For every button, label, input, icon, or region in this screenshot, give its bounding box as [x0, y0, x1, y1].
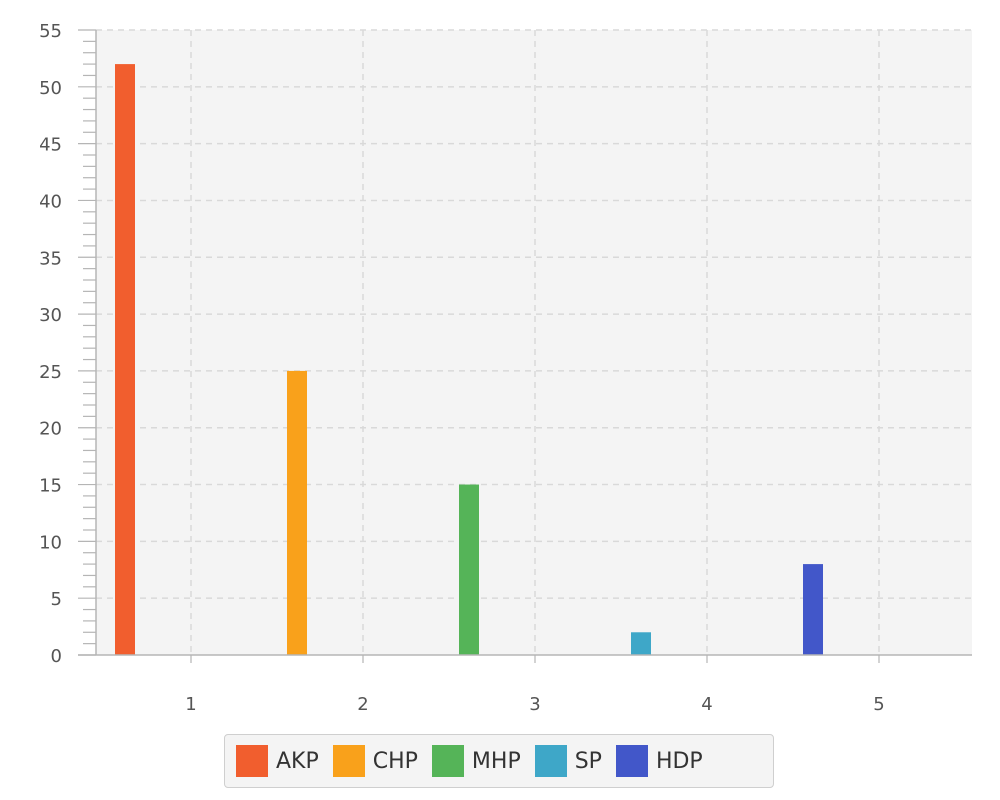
legend-item-sp[interactable]: SP [534, 745, 602, 777]
x-tick-label: 4 [701, 694, 712, 715]
y-tick-label: 30 [39, 305, 62, 326]
y-tick-label: 20 [39, 419, 62, 440]
bars [115, 64, 823, 655]
axes [78, 29, 972, 663]
x-tick-label: 5 [873, 694, 884, 715]
legend-label: SP [574, 748, 602, 774]
grid-lines [96, 29, 972, 655]
bar-hdp [803, 564, 823, 655]
y-tick-label: 0 [51, 646, 62, 667]
legend-label: HDP [655, 748, 703, 774]
y-tick-label: 10 [39, 532, 62, 553]
legend-item-chp[interactable]: CHP [332, 745, 418, 777]
y-tick-label: 5 [51, 589, 62, 610]
x-tick-label: 3 [529, 694, 540, 715]
y-tick-label: 40 [39, 191, 62, 212]
legend-swatch [431, 745, 464, 777]
plot-background [96, 30, 972, 655]
bar-mhp [459, 484, 479, 655]
legend-swatch [615, 745, 648, 777]
legend-label: MHP [471, 748, 521, 774]
legend-label: AKP [276, 748, 319, 774]
y-tick-label: 25 [39, 362, 62, 383]
x-tick-label: 1 [185, 694, 196, 715]
y-tick-label: 55 [39, 21, 62, 42]
legend-swatch [236, 745, 268, 777]
legend-label: CHP [372, 748, 418, 774]
y-tick-label: 50 [39, 78, 62, 99]
bar-sp [631, 632, 651, 655]
legend-item-akp[interactable]: AKP [236, 745, 319, 777]
legend-item-mhp[interactable]: MHP [431, 745, 521, 777]
x-axis-labels: 1 2 3 4 5 [185, 694, 884, 715]
y-tick-label: 15 [39, 476, 62, 497]
y-axis-labels: 0 5 10 15 20 25 30 35 40 45 50 55 [39, 21, 62, 667]
legend-swatch [534, 745, 567, 777]
x-tick-label: 2 [357, 694, 368, 715]
y-tick-label: 45 [39, 135, 62, 156]
legend-item-hdp[interactable]: HDP [615, 745, 703, 777]
legend-swatch [332, 745, 365, 777]
legend: AKP CHP MHP SP HDP [224, 734, 774, 788]
bar-chp [287, 370, 307, 655]
y-tick-label: 35 [39, 248, 62, 269]
bar-akp [115, 64, 135, 655]
